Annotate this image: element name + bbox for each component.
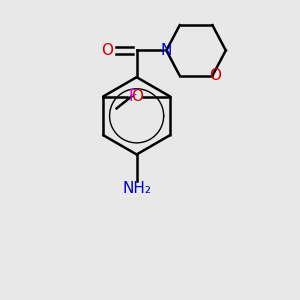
Text: NH₂: NH₂ bbox=[122, 181, 151, 196]
Text: O: O bbox=[101, 43, 113, 58]
Text: F: F bbox=[128, 89, 137, 104]
Text: N: N bbox=[161, 43, 172, 58]
Text: O: O bbox=[209, 68, 221, 83]
Text: O: O bbox=[131, 89, 143, 104]
